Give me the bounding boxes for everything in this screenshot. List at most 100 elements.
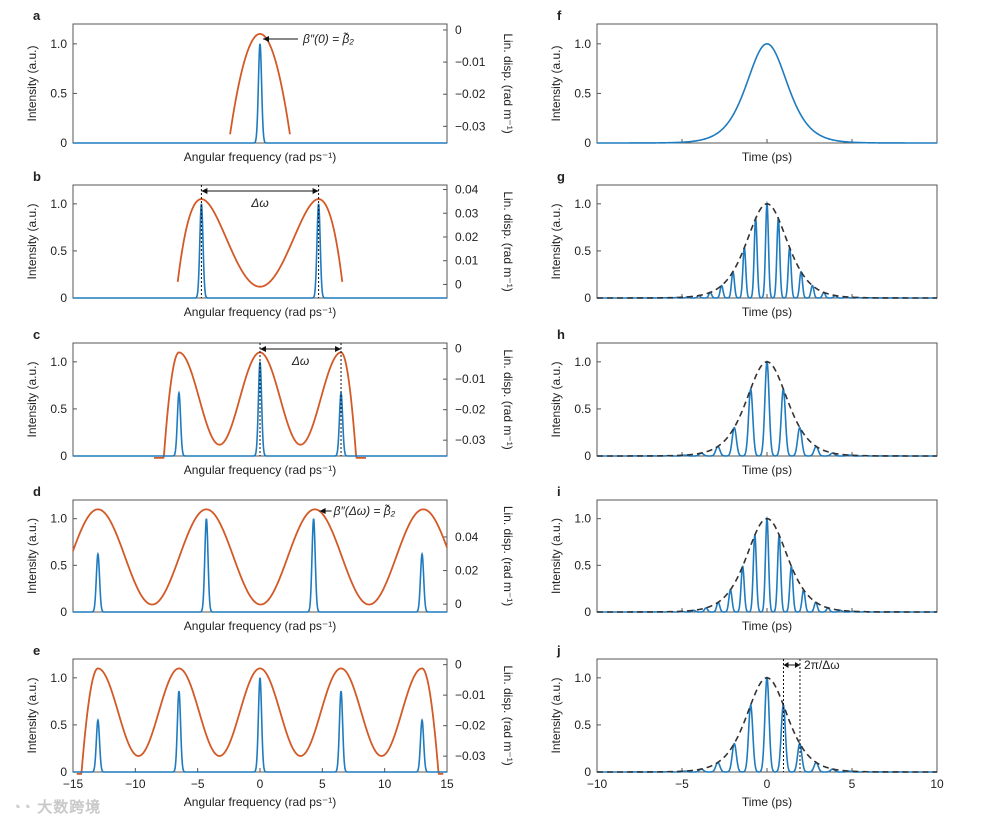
y-tick-label: 0: [60, 291, 67, 305]
y-axis-label: Intensity (a.u.): [549, 677, 563, 753]
y-tick-label: 0.5: [574, 244, 591, 258]
x-axis-label: Time (ps): [742, 795, 792, 809]
panel-label: h: [557, 327, 565, 342]
y-tick-label: 1.0: [574, 671, 591, 685]
y-axis-label: Intensity (a.u.): [25, 518, 39, 594]
panel-label: a: [33, 8, 41, 23]
annotation-text: β″(Δω) = β̃₂: [333, 503, 396, 518]
dispersion-curve: [76, 667, 444, 775]
y-tick-label: 1.0: [574, 512, 591, 526]
x-tick-label: 10: [378, 777, 392, 791]
panel-a: a 0 0.5 1.0 Intensity (a.u.) Angular frequenc…: [25, 8, 515, 164]
y-axis-label: Intensity (a.u.): [549, 203, 563, 279]
pulse-train: [597, 515, 937, 613]
plot-frame: [596, 342, 938, 457]
y-right-tick-label: 0: [455, 342, 462, 356]
spectrum-curve: [73, 43, 447, 144]
arrow-head: [335, 346, 342, 352]
y-tick-label: 1.0: [574, 37, 591, 51]
panel-b: b 0 0.5 1.0 Intensity (a.u.) Angular frequenc…: [25, 169, 515, 319]
y-axis-label: Intensity (a.u.): [25, 203, 39, 279]
x-tick-label: 0: [764, 777, 771, 791]
x-axis-label: Time (ps): [742, 463, 792, 477]
panel-j: j 0 0.5 1.0 Intensity (a.u.) Time (ps) 2π/Δω −1…: [549, 643, 944, 809]
panel-label: f: [557, 8, 562, 23]
x-tick-label: 10: [930, 777, 944, 791]
panel-label: d: [33, 484, 41, 499]
x-axis-label: Angular frequency (rad ps⁻¹): [184, 305, 336, 319]
panel-f: f 0 0.5 1.0 Intensity (a.u.) Time (ps): [549, 8, 938, 164]
pulse-envelope: [597, 43, 937, 144]
x-tick-label: 5: [319, 777, 326, 791]
x-tick-label: −15: [63, 777, 84, 791]
y-tick-label: 0.5: [574, 718, 591, 732]
y-right-axis-label: Lin. disp. (rad m⁻¹): [501, 665, 515, 765]
arrow-head: [260, 346, 266, 352]
y-tick-label: 0.5: [50, 718, 67, 732]
panel-g: g 0 0.5 1.0 Intensity (a.u.) Time (ps): [549, 169, 938, 319]
y-tick-label: 0.5: [50, 558, 67, 572]
watermark: ◔◔ 大数跨境: [12, 796, 101, 817]
arrow-head: [201, 188, 208, 194]
arrow-head: [794, 662, 800, 668]
x-axis-label: Angular frequency (rad ps⁻¹): [184, 150, 336, 164]
panel-label: e: [33, 643, 40, 658]
y-right-tick-label: 0.02: [455, 230, 479, 244]
watermark-text: 大数跨境: [37, 799, 102, 816]
y-right-tick-label: 0.02: [455, 564, 479, 578]
plot-frame: [596, 658, 938, 773]
x-axis-label: Time (ps): [742, 305, 792, 319]
y-right-axis-label: Lin. disp. (rad m⁻¹): [501, 349, 515, 449]
spectrum-curve: [73, 203, 447, 299]
y-tick-label: 0.5: [50, 402, 67, 416]
panel-label: b: [33, 169, 41, 184]
y-right-tick-label: −0.02: [455, 403, 486, 417]
y-right-axis-label: Lin. disp. (rad m⁻¹): [501, 191, 515, 291]
envelope-dashed: [597, 677, 937, 773]
arrow-head: [319, 508, 326, 514]
envelope-dashed: [597, 203, 937, 299]
y-right-tick-label: −0.01: [455, 55, 486, 69]
y-right-tick-label: 0: [455, 658, 462, 672]
y-right-tick-label: 0.04: [455, 530, 479, 544]
dispersion-curve: [229, 33, 291, 135]
arrow-head: [783, 662, 789, 668]
y-right-axis-label: Lin. disp. (rad m⁻¹): [501, 506, 515, 606]
x-axis-label: Time (ps): [742, 150, 792, 164]
x-tick-label: 0: [257, 777, 264, 791]
panel-d: d 0 0.5 1.0 Intensity (a.u.) Angular frequenc…: [25, 484, 515, 633]
x-axis-label: Angular frequency (rad ps⁻¹): [184, 619, 336, 633]
y-right-tick-label: −0.02: [455, 87, 486, 101]
x-tick-label: −5: [675, 777, 689, 791]
y-tick-label: 0: [60, 449, 67, 463]
y-tick-label: 1.0: [574, 197, 591, 211]
y-right-tick-label: −0.01: [455, 372, 486, 386]
y-right-tick-label: 0: [455, 597, 462, 611]
dispersion-curve: [176, 198, 344, 288]
y-right-tick-label: 0.03: [455, 206, 479, 220]
y-tick-label: 0: [584, 291, 591, 305]
panel-i: i 0 0.5 1.0 Intensity (a.u.) Time (ps): [549, 484, 938, 633]
y-tick-label: 0.5: [574, 402, 591, 416]
y-right-tick-label: −0.03: [455, 749, 486, 763]
y-tick-label: 1.0: [574, 355, 591, 369]
y-tick-label: 0: [60, 605, 67, 619]
annotation-text: Δω: [250, 196, 268, 210]
pulse-train: [597, 200, 937, 299]
annotation-text: Δω: [291, 354, 309, 368]
y-right-tick-label: −0.02: [455, 719, 486, 733]
y-right-tick-label: 0.04: [455, 183, 479, 197]
y-axis-label: Intensity (a.u.): [25, 361, 39, 437]
spectrum-curve: [73, 361, 447, 457]
y-right-tick-label: 0.01: [455, 254, 479, 268]
y-tick-label: 0: [584, 449, 591, 463]
y-axis-label: Intensity (a.u.): [25, 677, 39, 753]
y-axis-label: Intensity (a.u.): [549, 518, 563, 594]
y-tick-label: 1.0: [50, 197, 67, 211]
y-tick-label: 1.0: [50, 671, 67, 685]
y-tick-label: 1.0: [50, 355, 67, 369]
y-axis-label: Intensity (a.u.): [25, 45, 39, 121]
y-tick-label: 0.5: [574, 86, 591, 100]
x-axis-label: Time (ps): [742, 619, 792, 633]
arrow-head: [312, 188, 319, 194]
